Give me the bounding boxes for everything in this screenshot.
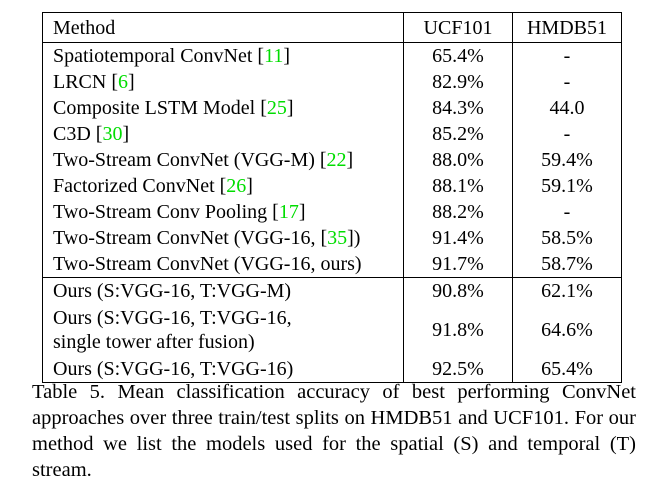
hmdb51-cell: 64.6%	[512, 304, 622, 356]
method-suffix: ]	[246, 175, 253, 197]
method-text: C3D [	[53, 123, 103, 145]
ucf101-cell: 92.5%	[403, 356, 513, 383]
method-text: Composite LSTM Model [	[53, 97, 267, 119]
hmdb51-cell: 59.1%	[512, 173, 622, 199]
table-row: Factorized ConvNet [26] 88.1% 59.1%	[43, 173, 622, 199]
hmdb51-cell: 59.4%	[512, 147, 622, 173]
citation-link[interactable]: 6	[118, 71, 128, 93]
method-suffix: ]	[346, 149, 354, 171]
hmdb51-cell: 58.7%	[512, 251, 622, 278]
hmdb51-cell: -	[512, 42, 622, 69]
table-row: Ours (S:VGG-16, T:VGG-16, single tower af…	[43, 304, 622, 356]
citation-link[interactable]: 17	[278, 201, 299, 223]
table-row: Two-Stream ConvNet (VGG-16, [35]) 91.4% …	[43, 225, 622, 251]
citation-link[interactable]: 26	[226, 175, 247, 197]
ucf101-cell: 90.8%	[403, 277, 513, 304]
citation-link[interactable]: 11	[264, 45, 284, 67]
hmdb51-cell: 62.1%	[512, 277, 622, 304]
method-text: Spatiotemporal ConvNet [	[53, 45, 265, 67]
ucf101-cell: 65.4%	[403, 42, 513, 69]
citation-link[interactable]: 25	[266, 97, 287, 119]
ucf101-cell: 88.1%	[403, 173, 513, 199]
hmdb51-cell: 44.0	[512, 95, 622, 121]
method-cell: Factorized ConvNet [26]	[43, 173, 404, 199]
method-cell: Two-Stream ConvNet (VGG-16, ours)	[42, 251, 404, 278]
method-suffix: ]	[122, 123, 130, 145]
method-text: Two-Stream ConvNet (VGG-16, ours)	[53, 253, 362, 275]
ucf101-cell: 91.4%	[403, 225, 513, 251]
ucf101-cell: 82.9%	[403, 69, 513, 95]
method-cell: Ours (S:VGG-16, T:VGG-M)	[53, 280, 292, 302]
method-cell: Two-Stream Conv Pooling [17]	[43, 199, 404, 225]
citation-link[interactable]: 35	[327, 227, 348, 249]
ucf101-cell: 88.2%	[403, 199, 513, 225]
method-cell: C3D [30]	[43, 121, 404, 147]
table-row: Ours (S:VGG-16, T:VGG-M) 90.8% 62.1%	[43, 277, 622, 304]
header-method: Method	[42, 12, 404, 43]
ucf101-cell: 85.2%	[403, 121, 513, 147]
method-cell: Composite LSTM Model [25]	[43, 95, 404, 121]
table-row: Composite LSTM Model [25] 84.3% 44.0	[43, 95, 622, 121]
table-row: LRCN [6] 82.9% -	[43, 69, 622, 95]
method-cell: Spatiotemporal ConvNet [11]	[43, 43, 404, 70]
hmdb51-cell: 58.5%	[512, 225, 622, 251]
method-cell: Ours (S:VGG-16, T:VGG-16, single tower af…	[43, 304, 404, 356]
table-row: Two-Stream Conv Pooling [17] 88.2% -	[43, 199, 622, 225]
table-row: Two-Stream ConvNet (VGG-M) [22] 88.0% 59…	[43, 147, 622, 173]
table-row: Ours (S:VGG-16, T:VGG-16) 92.5% 65.4%	[43, 356, 622, 383]
hmdb51-cell: 65.4%	[512, 356, 622, 383]
results-table: Method UCF101 HMDB51 Spatiotemporal Conv…	[42, 12, 622, 383]
table-row: Two-Stream ConvNet (VGG-16, ours) 91.7% …	[42, 251, 622, 278]
ucf101-cell: 91.8%	[403, 304, 513, 356]
ucf101-cell: 91.7%	[403, 251, 513, 278]
method-text: Two-Stream ConvNet (VGG-16, [	[53, 227, 328, 249]
method-cell: Two-Stream ConvNet (VGG-16, [35])	[43, 225, 404, 251]
method-text: LRCN [	[53, 71, 118, 93]
method-suffix: ]	[283, 45, 291, 67]
method-text: Two-Stream Conv Pooling [	[53, 201, 279, 223]
table-caption: Table 5. Mean classification accuracy of…	[32, 381, 636, 481]
ucf101-cell: 88.0%	[403, 147, 513, 173]
method-suffix: ]	[128, 71, 135, 93]
method-cell: LRCN [6]	[43, 69, 404, 95]
method-text: Factorized ConvNet [	[53, 175, 227, 197]
table-row: Spatiotemporal ConvNet [11] 65.4% -	[43, 42, 622, 70]
method-suffix: ]	[286, 97, 294, 119]
table-header-row: Method UCF101 HMDB51	[42, 12, 622, 43]
method-suffix: ]	[298, 201, 306, 223]
ucf101-cell: 84.3%	[403, 95, 513, 121]
hmdb51-cell: -	[512, 69, 622, 95]
citation-link[interactable]: 22	[326, 149, 347, 171]
header-hmdb51: HMDB51	[512, 12, 622, 43]
method-suffix: ])	[347, 227, 361, 249]
method-line-1: Ours (S:VGG-16, T:VGG-16,	[53, 307, 292, 329]
header-ucf101: UCF101	[403, 12, 513, 43]
method-cell: Two-Stream ConvNet (VGG-M) [22]	[43, 147, 404, 173]
method-cell: Ours (S:VGG-16, T:VGG-16)	[53, 358, 294, 380]
method-line-2: single tower after fusion)	[53, 331, 255, 353]
citation-link[interactable]: 30	[102, 123, 123, 145]
method-text: Two-Stream ConvNet (VGG-M) [	[53, 149, 327, 171]
hmdb51-cell: -	[512, 199, 622, 225]
table-row: C3D [30] 85.2% -	[43, 121, 622, 147]
hmdb51-cell: -	[512, 121, 622, 147]
